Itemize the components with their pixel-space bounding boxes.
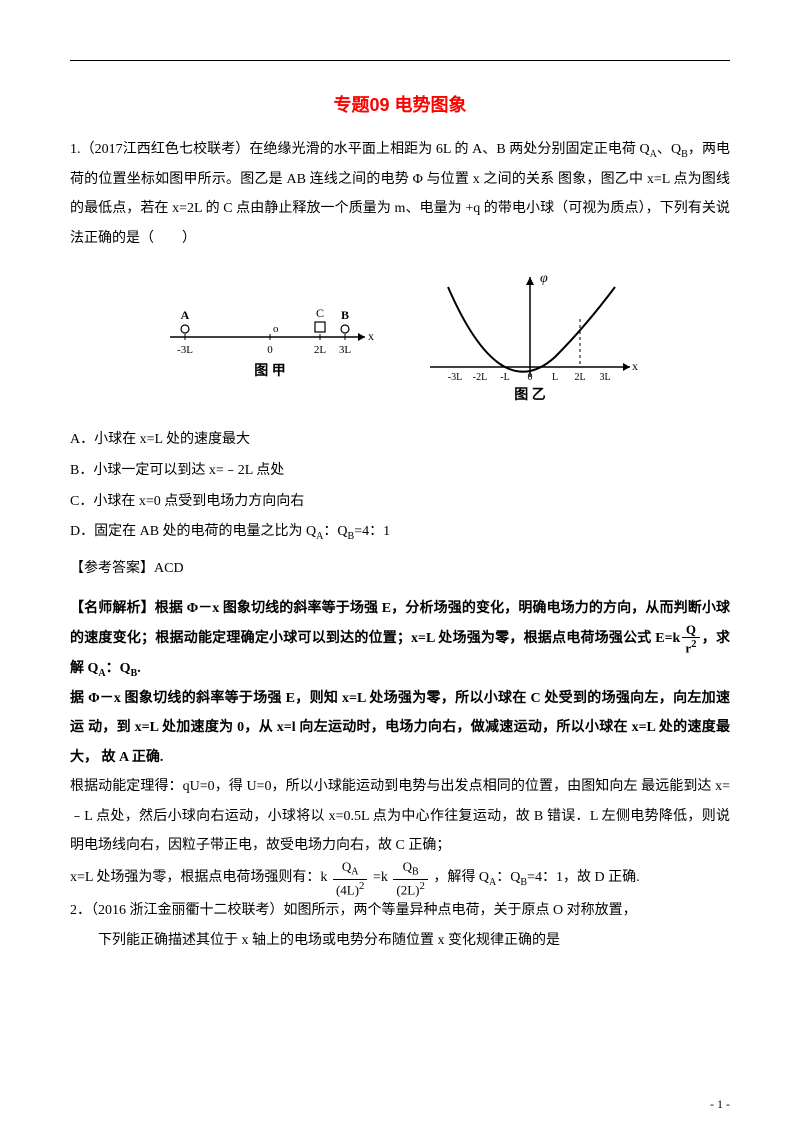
fb-sq: 2 <box>419 880 424 892</box>
exp2post: ，求 <box>702 631 730 646</box>
exp1: 根据 Φ－x 图象切线的斜率等于场强 E，分析场强的变化，明确电场力的方向，从而… <box>155 601 730 616</box>
fa-sq: 2 <box>359 880 364 892</box>
tick-0: 0 <box>267 344 273 356</box>
fb-q: Q <box>403 859 412 874</box>
p2-l2: 下列能正确描述其位于 x 轴上的电场或电势分布随位置 x 变化规律正确的是 <box>98 933 560 948</box>
fb-sub: B <box>412 867 419 878</box>
options: A．小球在 x=L 处的速度最大 B．小球一定可以到达 x=﹣2L 点处 C．小… <box>70 425 730 548</box>
p1-sub-a: A <box>650 149 657 160</box>
frac-a: QA (4L)2 <box>331 860 370 896</box>
aft4end: ：Q <box>496 871 520 886</box>
t-nl: -L <box>500 372 509 383</box>
frac-b-num: QB <box>393 860 428 880</box>
frac-num: Q <box>682 623 699 638</box>
explanation-bold: 【名师解析】根据 Φ－x 图象切线的斜率等于场强 E，分析场强的变化，明确电场力… <box>70 594 730 685</box>
figures-row: -3L 0 2L 3L A B C o x 图 甲 φ x <box>70 267 730 407</box>
figure-jia: -3L 0 2L 3L A B C o x 图 甲 <box>160 267 380 387</box>
label-O: o <box>273 323 279 335</box>
opt-a: A．小球在 x=L 处的速度最大 <box>70 425 730 456</box>
exp3-suba: A <box>98 668 105 679</box>
exp5: 动，到 x=L 处加速度为 0，从 x=l 向左运动时，电场力向右，做减速运动，… <box>70 720 730 764</box>
exp-label: 【名师解析】 <box>70 601 155 616</box>
fa-sub: A <box>351 867 358 878</box>
top-rule <box>70 60 730 61</box>
t-l: L <box>552 372 558 383</box>
aft4post: ，解得 Q <box>433 871 489 886</box>
opt-c: C．小球在 x=0 点受到电场力方向向右 <box>70 487 730 518</box>
fb-den: (2L) <box>396 882 419 897</box>
page: 专题09 电势图象 1.（2017江西红色七校联考）在绝缘光滑的水平面上相距为 … <box>0 0 800 1132</box>
problem1-stem: 1.（2017江西红色七校联考）在绝缘光滑的水平面上相距为 6L 的 A、B 两… <box>70 135 730 253</box>
t-3l: 3L <box>599 372 610 383</box>
exp6: 故 A 正确. <box>102 750 164 765</box>
frac-sq: 2 <box>691 638 696 650</box>
aft1: 根据动能定理得：qU=0，得 U=0，所以小球能运动到电势与出发点相同的位置，由… <box>70 779 638 794</box>
frac-den: r2 <box>682 638 699 654</box>
label-x: x <box>368 329 374 343</box>
optd-pre: D．固定在 AB 处的电荷的电量之比为 Q <box>70 524 316 539</box>
exp3c: . <box>137 661 141 676</box>
opt-b: B．小球一定可以到达 x=﹣2L 点处 <box>70 456 730 487</box>
exp3b: ：Q <box>106 661 131 676</box>
p1-qb: 、Q <box>657 142 681 157</box>
figure-yi: φ x -3L -2L -L 0 L 2L 3L 图 乙 <box>420 267 640 407</box>
caption-jia: 图 甲 <box>254 363 286 379</box>
problem2: 2．（2016 浙江金丽衢十二校联考）如图所示，两个等量异种点电荷，关于原点 O… <box>70 896 730 925</box>
exp3: 解 Q <box>70 661 98 676</box>
p2-l1: 2．（2016 浙江金丽衢十二校联考）如图所示，两个等量异种点电荷，关于原点 O… <box>70 903 637 918</box>
page-title: 专题09 电势图象 <box>70 91 730 117</box>
frac-a-den: (4L)2 <box>333 880 368 896</box>
label-phi: φ <box>540 271 548 286</box>
frac-kqr2: Qr2 <box>680 623 701 654</box>
explanation-bold2: 据 Φ－x 图象切线的斜率等于场强 E，则知 x=L 处场强为零，所以小球在 C… <box>70 684 730 772</box>
aft4pre: x=L 处场强为零，根据点电荷场强则有：k <box>70 871 327 886</box>
tick-2l: 2L <box>314 344 327 356</box>
explanation-after2: x=L 处场强为零，根据点电荷场强则有：k QA (4L)2 =k QB (2L… <box>70 860 730 896</box>
opt-d: D．固定在 AB 处的电荷的电量之比为 QA：QB=4：1 <box>70 517 730 548</box>
aft4mid: =k <box>373 871 388 886</box>
frac-b-den: (2L)2 <box>393 880 428 896</box>
answer-label: 【参考答案】ACD <box>70 554 730 583</box>
label-A: A <box>181 308 190 322</box>
fa-q: Q <box>342 859 351 874</box>
p1-qa: Q <box>640 142 650 157</box>
optd-post: =4：1 <box>354 524 390 539</box>
aft4fin: =4：1，故 D 正确. <box>527 871 640 886</box>
p1-sub-b: B <box>681 149 688 160</box>
problem2-l2: 下列能正确描述其位于 x 轴上的电场或电势分布随位置 x 变化规律正确的是 <box>70 926 730 955</box>
tick-n3l: -3L <box>177 344 193 356</box>
p1-line1: 1.（2017江西红色七校联考）在绝缘光滑的水平面上相距为 6L 的 A、B 两… <box>70 142 636 157</box>
tick-3l: 3L <box>339 344 352 356</box>
caption-yi: 图 乙 <box>514 387 546 403</box>
frac-a-num: QA <box>333 860 368 880</box>
label-B: B <box>341 308 349 322</box>
page-number: - 1 - <box>710 1097 730 1112</box>
optd-mid: ：Q <box>323 524 347 539</box>
label-C: C <box>316 306 324 320</box>
t-n3l: -3L <box>448 372 462 383</box>
frac-b: QB (2L)2 <box>391 860 430 896</box>
label-x2: x <box>632 359 638 373</box>
t-0: 0 <box>528 372 533 383</box>
t-n2l: -2L <box>473 372 487 383</box>
exp2pre: 的速度变化；根据动能定理确定小球可以到达的位置；x=L 处场强为零，根据点电荷场… <box>70 631 680 646</box>
fa-den: (4L) <box>336 882 359 897</box>
explanation-after: 根据动能定理得：qU=0，得 U=0，所以小球能运动到电势与出发点相同的位置，由… <box>70 772 730 860</box>
t-2l: 2L <box>574 372 585 383</box>
